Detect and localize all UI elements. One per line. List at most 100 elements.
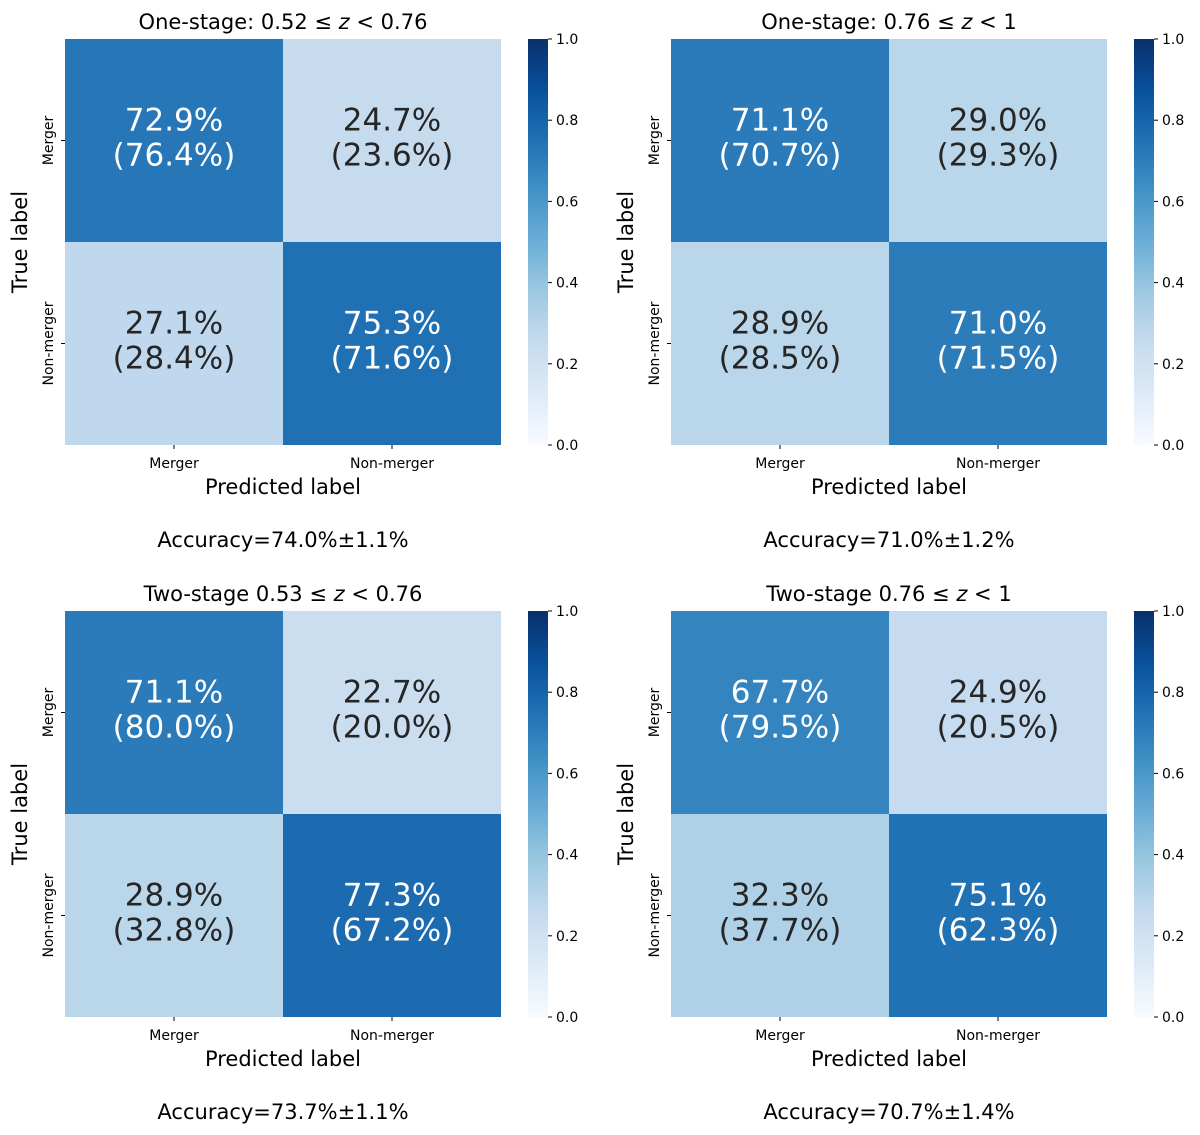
- cell-value-label: 22.7%: [343, 675, 441, 711]
- colorbar: [528, 611, 548, 1017]
- heatmap-cell: [889, 611, 1107, 814]
- x-axis-label: Predicted label: [205, 1047, 361, 1071]
- heatmap-panel-two-stage-high-z: Two-stage 0.76 ≤ z < 1 67.7% (79.5%) 24.9%(…: [606, 572, 1200, 1135]
- chart-title: Two-stage 0.53 ≤ z < 0.76: [143, 582, 423, 606]
- cell-value-label: 27.1%: [125, 306, 223, 342]
- colorbar-tick-label: 0.0: [1162, 438, 1184, 454]
- y-tick-label: Non-merger: [41, 873, 57, 957]
- colorbar-tick-label: 0.4: [556, 276, 578, 292]
- heatmap-panel-two-stage-low-z: Two-stage 0.53 ≤ z < 0.76 71.1% (80.0%) 22.…: [0, 572, 600, 1135]
- heatmap-cell: [65, 39, 283, 242]
- heatmap-cell: [283, 242, 501, 445]
- heatmap-cell: [65, 814, 283, 1017]
- x-tick-label: Non-merger: [350, 456, 434, 472]
- heatmap-svg: One-stage: 0.76 ≤ z < 1 71.1%(70.7%) 29.0%…: [614, 10, 1184, 499]
- colorbar-tick-label: 0.0: [1162, 1010, 1184, 1026]
- chart-title: Two-stage 0.76 ≤ z < 1: [765, 582, 1011, 606]
- heatmap-cell: [283, 611, 501, 814]
- colorbar-tick-label: 0.6: [556, 766, 578, 782]
- cell-subvalue-label: (29.3%): [937, 138, 1060, 174]
- colorbar-tick-label: 0.2: [1162, 929, 1184, 945]
- y-tick-label: Non-merger: [647, 301, 663, 385]
- cell-value-label: 77.3%: [343, 878, 441, 914]
- y-tick-label: Non-merger: [41, 301, 57, 385]
- colorbar-tick-label: 0.2: [556, 929, 578, 945]
- heatmap-panel-one-stage-high-z: One-stage: 0.76 ≤ z < 1 71.1% (70.7%) 29.0%…: [606, 0, 1200, 563]
- cell-value-label: 72.9%: [125, 103, 223, 139]
- colorbar-tick-label: 0.8: [1162, 685, 1184, 701]
- y-axis-label: True label: [8, 763, 32, 866]
- colorbar: [528, 39, 548, 445]
- heatmap-cell: [889, 39, 1107, 242]
- cell-subvalue-label: (76.4%): [113, 138, 236, 174]
- accuracy-label: Accuracy=74.0%±1.1%: [157, 528, 409, 552]
- heatmap-cell: [283, 39, 501, 242]
- cell-subvalue-label: (80.0%): [113, 710, 236, 746]
- cell-value-label: 24.9%: [949, 675, 1047, 711]
- heatmap-svg: One-stage: 0.52 ≤ z < 0.76 72.9%(76.4%) 24…: [8, 10, 578, 499]
- x-axis-label: Predicted label: [811, 1047, 967, 1071]
- colorbar-tick-label: 0.8: [556, 685, 578, 701]
- cell-value-label: 28.9%: [731, 306, 829, 342]
- colorbar: [1134, 611, 1154, 1017]
- cell-value-label: 71.1%: [125, 675, 223, 711]
- colorbar-tick-label: 1.0: [1162, 32, 1184, 48]
- x-tick-label: Non-merger: [956, 1028, 1040, 1044]
- heatmap-svg: Two-stage 0.53 ≤ z < 0.76 71.1%(80.0%) 22.…: [8, 582, 578, 1071]
- heatmap-panel-one-stage-low-z: One-stage: 0.52 ≤ z < 0.76 72.9% (76.4%) 24…: [0, 0, 600, 563]
- y-axis-label: True label: [8, 191, 32, 294]
- x-tick-label: Non-merger: [956, 456, 1040, 472]
- x-axis-label: Predicted label: [205, 475, 361, 499]
- heatmap-cell: [283, 814, 501, 1017]
- accuracy-label: Accuracy=70.7%±1.4%: [763, 1100, 1015, 1124]
- cell-subvalue-label: (20.5%): [937, 710, 1060, 746]
- colorbar-tick-label: 1.0: [556, 604, 578, 620]
- y-tick-label: Merger: [647, 116, 663, 166]
- x-tick-label: Merger: [755, 1028, 805, 1044]
- cell-value-label: 75.3%: [343, 306, 441, 342]
- cell-subvalue-label: (28.5%): [719, 341, 842, 377]
- cell-value-label: 75.1%: [949, 878, 1047, 914]
- cell-subvalue-label: (23.6%): [331, 138, 454, 174]
- colorbar-tick-label: 0.4: [1162, 276, 1184, 292]
- colorbar: [1134, 39, 1154, 445]
- x-axis-label: Predicted label: [811, 475, 967, 499]
- heatmap-cell: [889, 242, 1107, 445]
- colorbar-tick-label: 1.0: [1162, 604, 1184, 620]
- x-tick-label: Non-merger: [350, 1028, 434, 1044]
- cell-subvalue-label: (32.8%): [113, 913, 236, 949]
- y-tick-label: Non-merger: [647, 873, 663, 957]
- heatmap-cell: [65, 611, 283, 814]
- colorbar-tick-label: 0.6: [556, 194, 578, 210]
- heatmap-cell: [671, 242, 889, 445]
- chart-title: One-stage: 0.76 ≤ z < 1: [761, 10, 1017, 34]
- cell-subvalue-label: (70.7%): [719, 138, 842, 174]
- colorbar-tick-label: 0.6: [1162, 766, 1184, 782]
- x-tick-label: Merger: [755, 456, 805, 472]
- colorbar-tick-label: 0.6: [1162, 194, 1184, 210]
- heatmap-cell: [671, 611, 889, 814]
- cell-value-label: 29.0%: [949, 103, 1047, 139]
- y-tick-label: Merger: [647, 688, 663, 738]
- colorbar-tick-label: 1.0: [556, 32, 578, 48]
- cell-value-label: 24.7%: [343, 103, 441, 139]
- colorbar-tick-label: 0.4: [1162, 848, 1184, 864]
- cell-value-label: 67.7%: [731, 675, 829, 711]
- cell-subvalue-label: (62.3%): [937, 913, 1060, 949]
- cell-subvalue-label: (71.6%): [331, 341, 454, 377]
- colorbar-tick-label: 0.4: [556, 848, 578, 864]
- heatmap-cell: [65, 242, 283, 445]
- colorbar-tick-label: 0.0: [556, 438, 578, 454]
- cell-subvalue-label: (67.2%): [331, 913, 454, 949]
- cell-value-label: 71.1%: [731, 103, 829, 139]
- cell-value-label: 32.3%: [731, 878, 829, 914]
- cell-subvalue-label: (20.0%): [331, 710, 454, 746]
- colorbar-tick-label: 0.8: [556, 113, 578, 129]
- colorbar-tick-label: 0.0: [556, 1010, 578, 1026]
- y-axis-label: True label: [614, 191, 638, 294]
- cell-value-label: 28.9%: [125, 878, 223, 914]
- heatmap-svg: Two-stage 0.76 ≤ z < 167.7%(79.5%)24.9%(…: [614, 582, 1184, 1071]
- y-tick-label: Merger: [41, 116, 57, 166]
- cell-subvalue-label: (79.5%): [719, 710, 842, 746]
- cell-value-label: 71.0%: [949, 306, 1047, 342]
